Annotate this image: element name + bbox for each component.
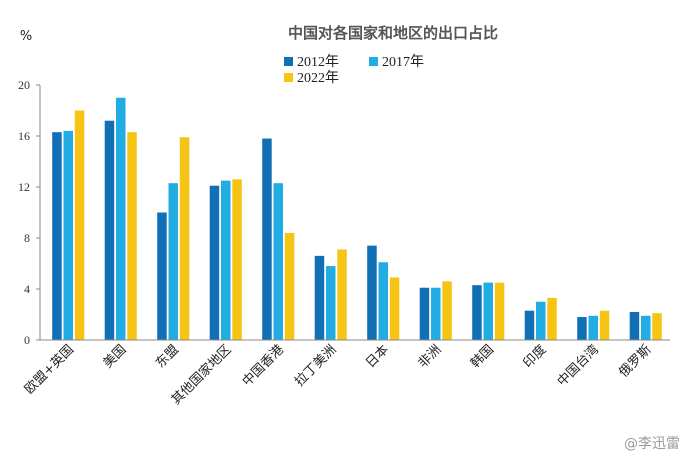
bar (389, 277, 400, 340)
bars (52, 97, 662, 341)
bar (284, 232, 295, 340)
watermark: @李迅雷 (624, 436, 680, 452)
y-axis: 0 4 8 12 16 20 (18, 78, 41, 347)
bar (273, 183, 283, 340)
bar (431, 287, 441, 340)
bar (314, 255, 325, 340)
bar (104, 120, 115, 340)
legend-swatch (284, 57, 293, 66)
bar (547, 297, 557, 340)
bar (74, 110, 85, 340)
bar (588, 315, 598, 340)
x-tick-label: 美国 (101, 342, 130, 371)
y-tick-label: 0 (24, 333, 30, 347)
bar (641, 315, 651, 340)
bar (221, 180, 231, 341)
bar (116, 97, 126, 340)
bar (209, 185, 220, 340)
bar (337, 249, 347, 340)
x-tick-label: 非洲 (416, 342, 445, 371)
bar (524, 310, 535, 340)
x-tick-label: 拉丁美洲 (292, 342, 339, 389)
x-tick-label: 印度 (520, 342, 550, 372)
bar (472, 285, 482, 340)
bar (378, 262, 388, 340)
y-tick-label: 16 (18, 129, 30, 143)
legend-label: 2022年 (297, 70, 339, 86)
bar (179, 137, 190, 340)
legend-label: 2017年 (382, 54, 424, 70)
y-tick-label: 8 (24, 231, 30, 245)
x-tick-label: 东盟 (153, 342, 182, 371)
x-tick-label: 欧盟+英国 (22, 342, 77, 397)
y-tick-label: 4 (24, 282, 30, 296)
bar (629, 311, 640, 340)
bar (326, 266, 336, 340)
y-axis-unit: % (20, 29, 32, 44)
bar (536, 301, 546, 340)
bar (63, 130, 73, 340)
bar (483, 282, 493, 341)
legend-swatch (284, 73, 293, 82)
chart-title: 中国对各国家和地区的出口占比 (288, 24, 498, 42)
x-tick-label: 中国香港 (240, 342, 287, 389)
bar (127, 132, 137, 340)
bar (442, 281, 452, 340)
bar (232, 179, 242, 340)
legend: 2012年 2017年 2022年 (284, 54, 424, 86)
bar (157, 212, 167, 340)
bar (262, 138, 272, 340)
bar (577, 317, 587, 340)
bar (168, 183, 178, 340)
x-tick-label: 韩国 (468, 342, 497, 371)
bar (599, 310, 610, 340)
bar (652, 313, 662, 340)
x-tick-label: 日本 (363, 342, 392, 371)
bar (367, 245, 377, 340)
x-tick-label: 俄罗斯 (616, 342, 654, 380)
x-tick-label: 中国台湾 (554, 342, 602, 390)
bar (419, 287, 430, 340)
bar (52, 132, 62, 340)
y-tick-label: 20 (18, 78, 30, 92)
legend-label: 2012年 (297, 54, 339, 70)
y-tick-label: 12 (18, 180, 30, 194)
bar (494, 282, 505, 341)
legend-swatch (369, 57, 378, 66)
